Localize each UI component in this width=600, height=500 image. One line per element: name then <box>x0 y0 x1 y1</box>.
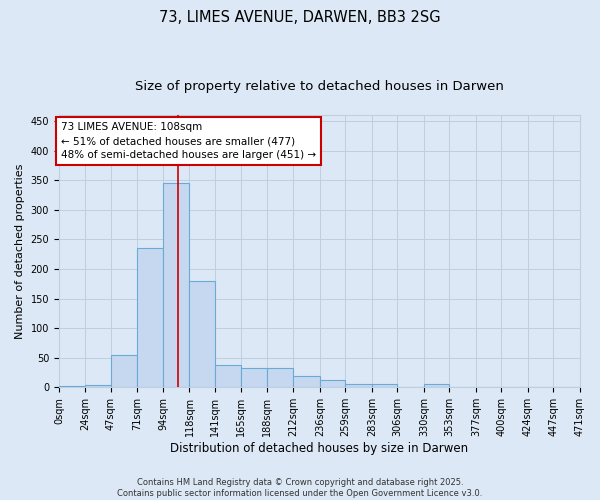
Bar <box>241 368 267 388</box>
Bar <box>267 368 293 388</box>
Bar <box>137 248 163 388</box>
Bar <box>346 384 372 388</box>
Text: 73 LIMES AVENUE: 108sqm
← 51% of detached houses are smaller (477)
48% of semi-d: 73 LIMES AVENUE: 108sqm ← 51% of detache… <box>61 122 316 160</box>
Bar <box>215 366 241 388</box>
Bar <box>59 386 85 388</box>
X-axis label: Distribution of detached houses by size in Darwen: Distribution of detached houses by size … <box>170 442 469 455</box>
Y-axis label: Number of detached properties: Number of detached properties <box>15 164 25 339</box>
Text: Contains HM Land Registry data © Crown copyright and database right 2025.
Contai: Contains HM Land Registry data © Crown c… <box>118 478 482 498</box>
Bar <box>293 376 320 388</box>
Bar <box>580 386 600 388</box>
Bar <box>111 355 137 388</box>
Title: Size of property relative to detached houses in Darwen: Size of property relative to detached ho… <box>135 80 504 93</box>
Bar <box>190 281 215 388</box>
Bar <box>85 385 111 388</box>
Bar <box>372 384 397 388</box>
Text: 73, LIMES AVENUE, DARWEN, BB3 2SG: 73, LIMES AVENUE, DARWEN, BB3 2SG <box>159 10 441 25</box>
Bar <box>424 384 449 388</box>
Bar <box>320 380 346 388</box>
Bar <box>163 183 190 388</box>
